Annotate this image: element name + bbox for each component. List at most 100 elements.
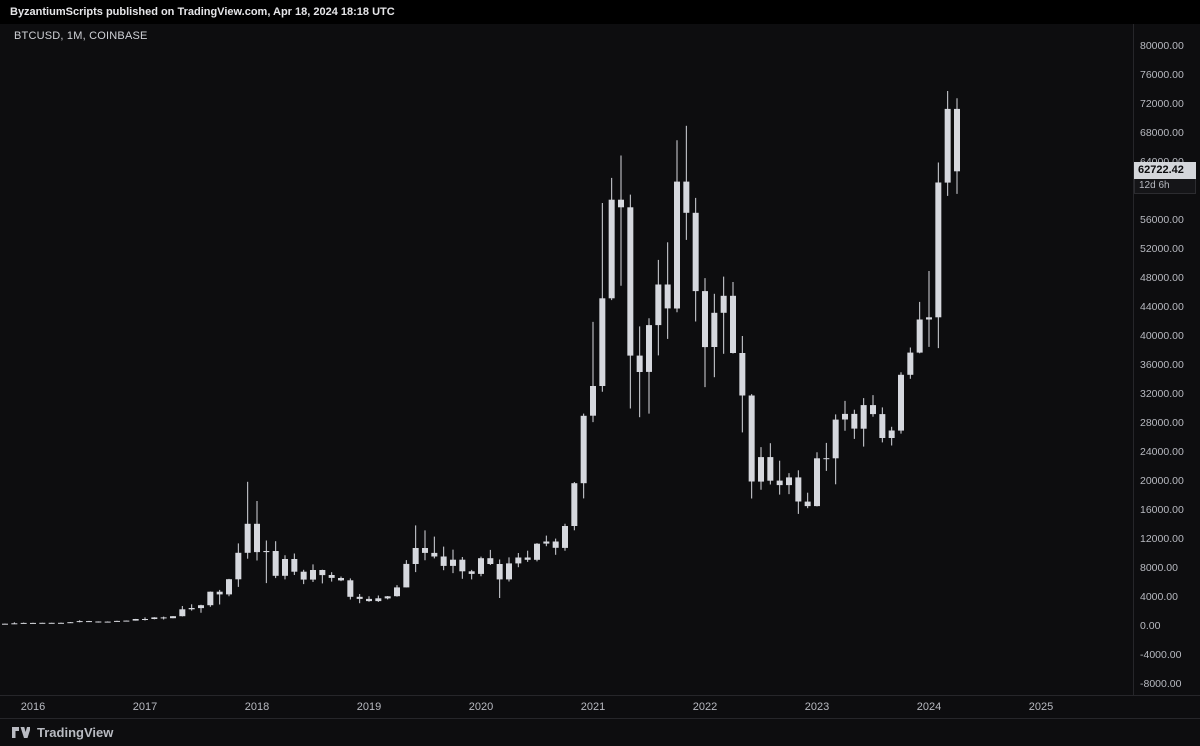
- candle-body: [450, 559, 456, 566]
- candle-body: [356, 596, 363, 599]
- candle-body: [282, 559, 288, 576]
- price-axis-label: -8000.00: [1140, 678, 1182, 690]
- candle-body: [142, 619, 148, 620]
- candle-body: [804, 501, 811, 507]
- candle-body: [552, 541, 559, 548]
- candle-body: [524, 557, 531, 560]
- candle-body: [20, 622, 27, 624]
- time-axis-label: 2023: [804, 701, 830, 713]
- candle-body: [674, 181, 680, 309]
- candle-body: [58, 622, 64, 624]
- candle-body: [366, 598, 372, 602]
- price-axis-label: 80000.00: [1140, 40, 1184, 52]
- price-axis-label: 72000.00: [1140, 98, 1184, 110]
- price-axis-label: 68000.00: [1140, 127, 1184, 139]
- candle-body: [748, 395, 755, 482]
- candle-body: [160, 617, 167, 619]
- time-axis-label: 2017: [132, 701, 158, 713]
- candle-body: [198, 605, 204, 609]
- candle-body: [179, 609, 186, 617]
- candle-body: [86, 621, 92, 623]
- footer-brand[interactable]: TradingView: [37, 725, 114, 740]
- candlestick-chart-canvas[interactable]: [0, 0, 1133, 695]
- candle-body: [543, 541, 550, 544]
- candle-body: [907, 352, 914, 375]
- time-axis-label: 2020: [468, 701, 494, 713]
- candle-body: [515, 557, 522, 564]
- candle-body: [627, 207, 634, 356]
- candle-body: [870, 405, 876, 415]
- candle-body: [832, 419, 839, 459]
- candle-body: [132, 619, 139, 621]
- price-axis[interactable]: 80000.0076000.0072000.0068000.0064000.00…: [1134, 0, 1200, 695]
- candle-body: [244, 523, 251, 553]
- last-price-tag: 62722.42 12d 6h: [1134, 162, 1196, 195]
- candle-body: [702, 291, 708, 348]
- tradingview-logo-icon: [12, 726, 30, 739]
- time-axis[interactable]: 2016 2017 2018 2019 2020 2021 2022 2023 2024 2025: [0, 696, 1133, 718]
- candle-body: [347, 580, 354, 597]
- candle-body: [646, 325, 652, 372]
- candle-body: [580, 415, 587, 484]
- candle-body: [104, 621, 111, 623]
- candle-body: [412, 548, 419, 564]
- time-axis-label: 2021: [580, 701, 606, 713]
- candle-body: [207, 591, 214, 606]
- time-axis-label: 2019: [356, 701, 382, 713]
- price-axis-label: 8000.00: [1140, 562, 1178, 574]
- candle-body: [440, 556, 447, 566]
- price-axis-label: 44000.00: [1140, 301, 1184, 313]
- candle-body: [590, 386, 596, 416]
- time-axis-separator: [0, 695, 1200, 696]
- candle-body: [879, 414, 886, 438]
- candle-body: [310, 570, 316, 580]
- candle-body: [459, 559, 466, 572]
- candle-body: [730, 295, 736, 353]
- candle-body: [487, 558, 494, 564]
- price-axis-label: 16000.00: [1140, 504, 1184, 516]
- candle-body: [67, 622, 74, 624]
- candle-body: [655, 284, 662, 326]
- price-axis-separator: [1133, 24, 1134, 695]
- price-axis-label: 12000.00: [1140, 533, 1184, 545]
- candle-body: [599, 298, 606, 386]
- publish-info-bar: ByzantiumScripts published on TradingVie…: [0, 0, 1200, 24]
- time-axis-label: 2016: [20, 701, 46, 713]
- candle-body: [431, 552, 438, 557]
- candle-body: [226, 579, 232, 595]
- symbol-label[interactable]: BTCUSD, 1M, COINBASE: [14, 30, 148, 42]
- candle-body: [468, 571, 475, 574]
- candle-body: [758, 457, 764, 482]
- price-axis-label: 32000.00: [1140, 388, 1184, 400]
- candle-body: [48, 622, 55, 624]
- candle-body: [683, 181, 690, 213]
- candle-body: [842, 413, 848, 420]
- candle-body: [328, 575, 335, 578]
- candle-body: [39, 622, 46, 624]
- candle-body: [30, 622, 36, 624]
- candle-body: [272, 551, 279, 576]
- candle-body: [422, 548, 428, 553]
- candle-body: [170, 616, 176, 619]
- candle-body: [664, 284, 671, 309]
- candle-body: [636, 355, 643, 372]
- candle-body: [711, 312, 718, 347]
- candle-body: [291, 559, 298, 572]
- time-axis-label: 2024: [916, 701, 942, 713]
- candle-body: [534, 543, 540, 560]
- price-axis-label: 52000.00: [1140, 243, 1184, 255]
- price-axis-label: 48000.00: [1140, 272, 1184, 284]
- time-axis-label: 2018: [244, 701, 270, 713]
- candle-body: [478, 558, 484, 574]
- candle-body: [375, 598, 382, 602]
- candle-body: [720, 295, 727, 313]
- candle-body: [403, 563, 410, 588]
- candle-body: [263, 551, 270, 553]
- candle-body: [384, 596, 391, 599]
- price-axis-label: 24000.00: [1140, 446, 1184, 458]
- candle-body: [935, 182, 942, 318]
- price-axis-label: 4000.00: [1140, 591, 1178, 603]
- candle-body: [944, 108, 951, 183]
- candle-body: [338, 578, 344, 581]
